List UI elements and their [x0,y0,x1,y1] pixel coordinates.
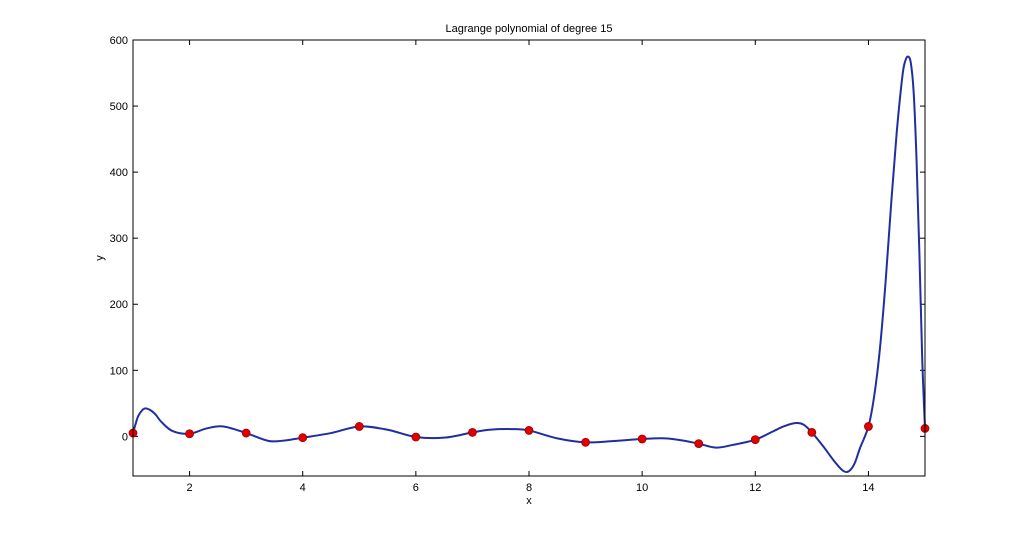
x-tick-label: 10 [636,482,648,494]
data-point [694,439,704,449]
y-tick-label: 300 [110,233,128,245]
data-point [750,435,760,445]
plot-background [133,40,925,476]
y-tick-label: 200 [110,299,128,311]
tick-layer: 2 4 6 8 10 12 14 0 100 200 300 400 500 600 [110,35,925,494]
y-tick-label: 0 [122,431,128,443]
x-tick-label: 4 [300,482,306,494]
x-axis-label: x [526,495,532,507]
data-point [807,427,817,437]
y-tick-label: 500 [110,101,128,113]
data-point [241,428,251,438]
axes-frame [132,39,926,477]
points-layer [128,422,930,449]
data-point [524,426,534,435]
data-point [185,429,194,439]
data-point [581,437,590,447]
x-tick-label: 8 [526,482,532,494]
y-axis-label: y [94,255,106,261]
y-tick-label: 400 [110,167,128,179]
y-tick-label: 600 [110,35,128,47]
chart-title: Lagrange polynomial of degree 15 [446,23,613,35]
data-point [411,432,421,442]
x-tick-label: 2 [187,482,193,494]
y-tick-label: 100 [110,365,128,377]
data-point [354,422,364,431]
data-point [864,422,873,431]
data-point [298,433,308,443]
x-tick-label: 6 [413,482,419,494]
x-tick-label: 14 [862,482,874,494]
data-point [637,434,647,444]
data-point [468,427,477,437]
x-tick-label: 12 [749,482,761,494]
